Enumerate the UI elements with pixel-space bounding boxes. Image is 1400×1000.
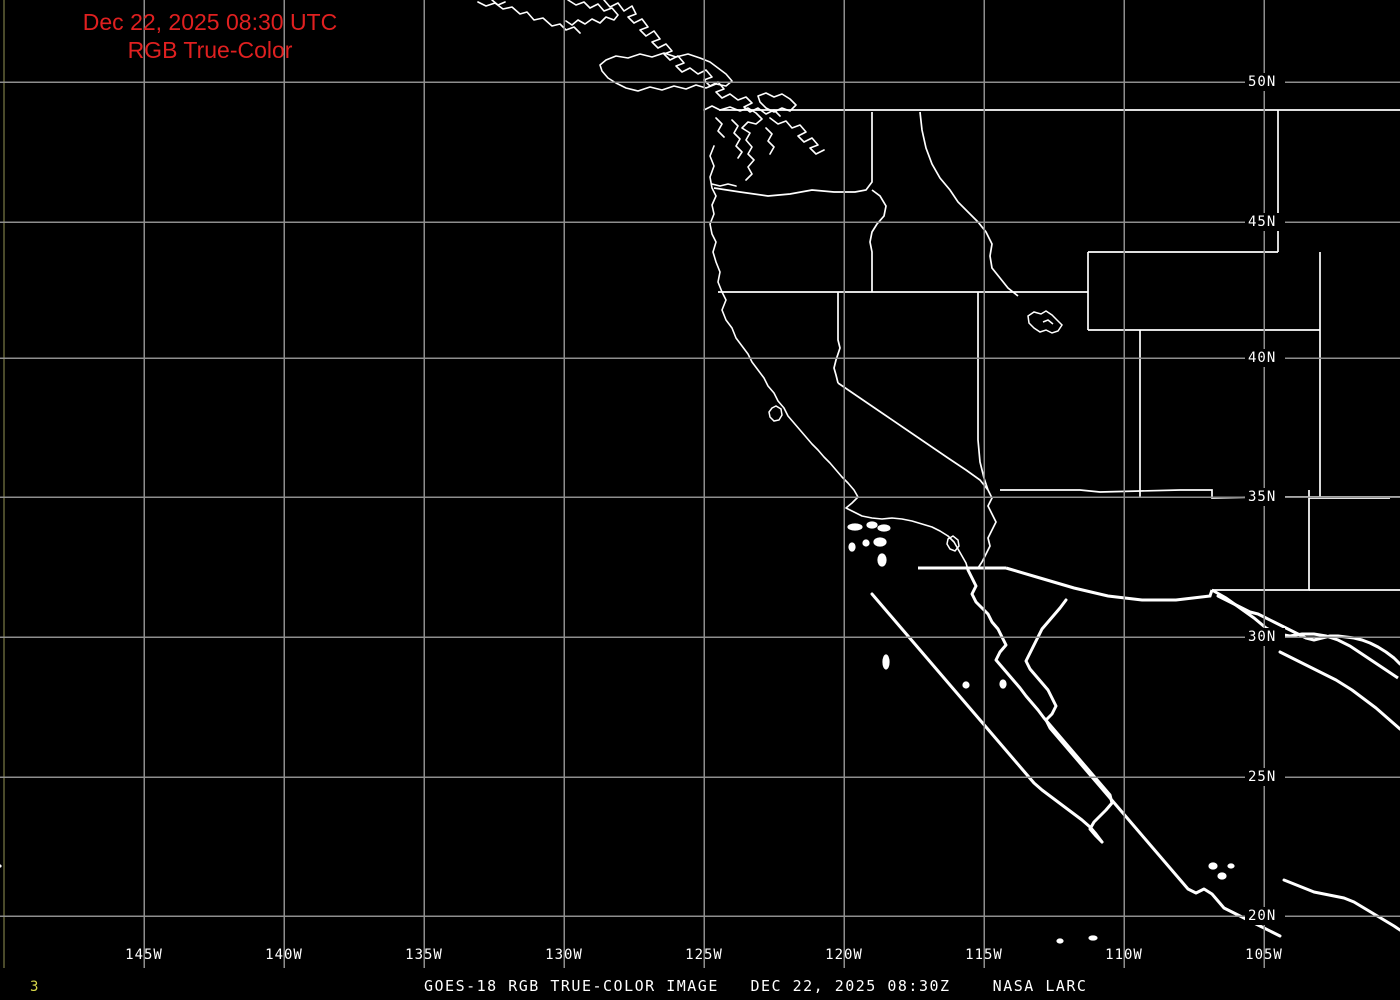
lat-label-35N: 35N: [1248, 489, 1276, 505]
lat-label-45N: 45N: [1248, 214, 1276, 230]
coastline-queen-charlotte: [565, 0, 619, 26]
great-salt-lake: [1027, 310, 1063, 334]
coastline-british-columbia: [603, 0, 781, 117]
lon-label-110W: 110W: [1105, 947, 1143, 963]
frame-number: 3: [30, 979, 40, 995]
salton-sea: [946, 535, 960, 552]
coastline-us-west-coast: [709, 145, 969, 571]
lat-label-30N: 30N: [1248, 629, 1276, 645]
border-ca-nv-diagonal: [837, 382, 989, 491]
border-ca-nv-vertical: [833, 292, 841, 384]
coastline-alaska-panhandle: [477, 0, 581, 34]
lake-tahoe: [768, 405, 783, 422]
lat-label-20N: 20N: [1248, 908, 1276, 924]
lon-label-105W: 105W: [1245, 947, 1283, 963]
latlon-grid: [0, 0, 1400, 968]
coastline-sonora: [1216, 594, 1400, 666]
coastline-mexico-gulf-east: [1024, 598, 1282, 938]
islands-offshore: [0, 654, 1235, 944]
coastline-sinaloa: [1278, 650, 1400, 731]
coastline-columbia-mouth: [711, 183, 737, 187]
lon-label-145W: 145W: [125, 947, 163, 963]
coastline-vancouver-island: [599, 52, 733, 92]
longitude-labels: 145W 140W 135W 130W 125W 120W 115W 110W …: [125, 947, 1283, 963]
coastline-baja-gulf: [870, 592, 1104, 844]
lon-label-130W: 130W: [545, 947, 583, 963]
border-rio-grande: [1211, 588, 1399, 680]
lat-label-40N: 40N: [1248, 350, 1276, 366]
geography-layer: [0, 0, 1400, 944]
lat-label-25N: 25N: [1248, 769, 1276, 785]
latitude-labels: 50N 45N 40N 35N 30N 25N 20N: [1248, 74, 1276, 924]
border-us-mexico-east: [1005, 566, 1214, 602]
caption-text: GOES-18 RGB TRUE-COLOR IMAGE DEC 22, 202…: [424, 977, 1088, 995]
coastline-puget-sound: [703, 92, 797, 181]
lat-label-masks: [1245, 73, 1285, 925]
border-wa-or: [713, 112, 873, 197]
islands-channel: [847, 521, 891, 567]
lon-label-120W: 120W: [825, 947, 863, 963]
border-or-id: [869, 189, 887, 292]
coastline-nayarit: [1282, 878, 1400, 932]
lat-label-50N: 50N: [1248, 74, 1276, 90]
border-id-mt: [919, 111, 1019, 297]
lon-label-140W: 140W: [265, 947, 303, 963]
lon-label-135W: 135W: [405, 947, 443, 963]
caption-bar: 3 GOES-18 RGB TRUE-COLOR IMAGE DEC 22, 2…: [0, 972, 1400, 1000]
lon-label-115W: 115W: [965, 947, 1003, 963]
lon-label-125W: 125W: [685, 947, 723, 963]
coastline-canada-mainland: [769, 117, 825, 155]
